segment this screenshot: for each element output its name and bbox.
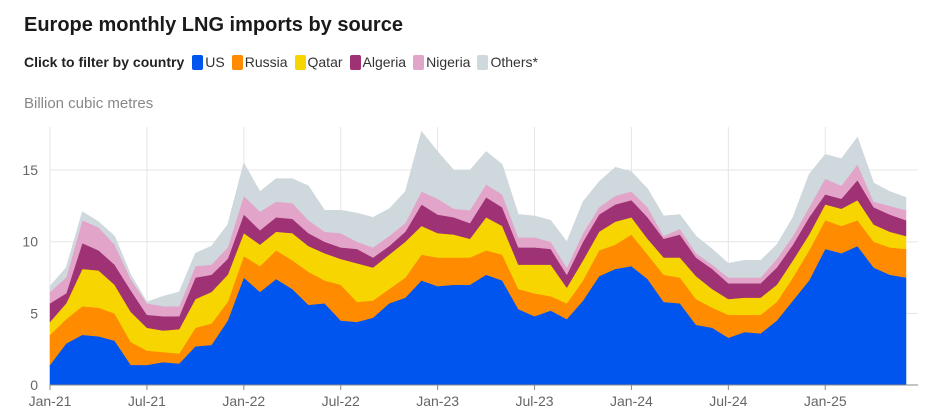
x-tick-label: Jan-21 <box>29 393 72 409</box>
legend-label: US <box>205 54 225 70</box>
legend-swatch <box>349 54 361 70</box>
y-tick-label: 5 <box>30 305 38 321</box>
x-tick-label: Jan-23 <box>416 393 459 409</box>
legend-swatch <box>413 54 425 70</box>
legend-label: Algeria <box>362 54 407 70</box>
legend-item-russia[interactable]: Russia <box>231 54 288 70</box>
legend-label: Nigeria <box>426 54 471 70</box>
legend-swatch <box>231 54 243 70</box>
legend-item-qatar[interactable]: Qatar <box>294 54 343 70</box>
legend-item-us[interactable]: US <box>192 54 225 70</box>
legend-label: Others* <box>490 54 538 70</box>
x-tick-label: Jul-23 <box>515 393 553 409</box>
x-tick-label: Jan-25 <box>804 393 847 409</box>
x-tick-label: Jul-21 <box>128 393 166 409</box>
legend-swatch <box>294 54 306 70</box>
legend: Click to filter by country US Russia Qatar… <box>24 54 545 70</box>
area-others <box>49 130 907 307</box>
legend-item-others[interactable]: Others* <box>477 54 538 70</box>
chart-title: Europe monthly LNG imports by source <box>24 14 403 36</box>
y-tick-label: 15 <box>22 162 38 178</box>
y-axis-label: Billion cubic metres <box>24 95 154 112</box>
x-tick-label: Jul-24 <box>709 393 747 409</box>
legend-label: Russia <box>244 54 288 70</box>
legend-swatch <box>192 54 204 70</box>
x-tick-label: Jul-22 <box>322 393 360 409</box>
legend-label: Qatar <box>307 54 343 70</box>
legend-item-algeria[interactable]: Algeria <box>349 54 407 70</box>
x-tick-label: Jan-22 <box>222 393 265 409</box>
y-tick-label: 0 <box>30 377 38 393</box>
legend-prompt: Click to filter by country <box>24 54 185 70</box>
legend-swatch <box>477 54 489 70</box>
x-tick-label: Jan-24 <box>610 393 653 409</box>
y-tick-label: 10 <box>22 234 38 250</box>
legend-item-nigeria[interactable]: Nigeria <box>413 54 470 70</box>
